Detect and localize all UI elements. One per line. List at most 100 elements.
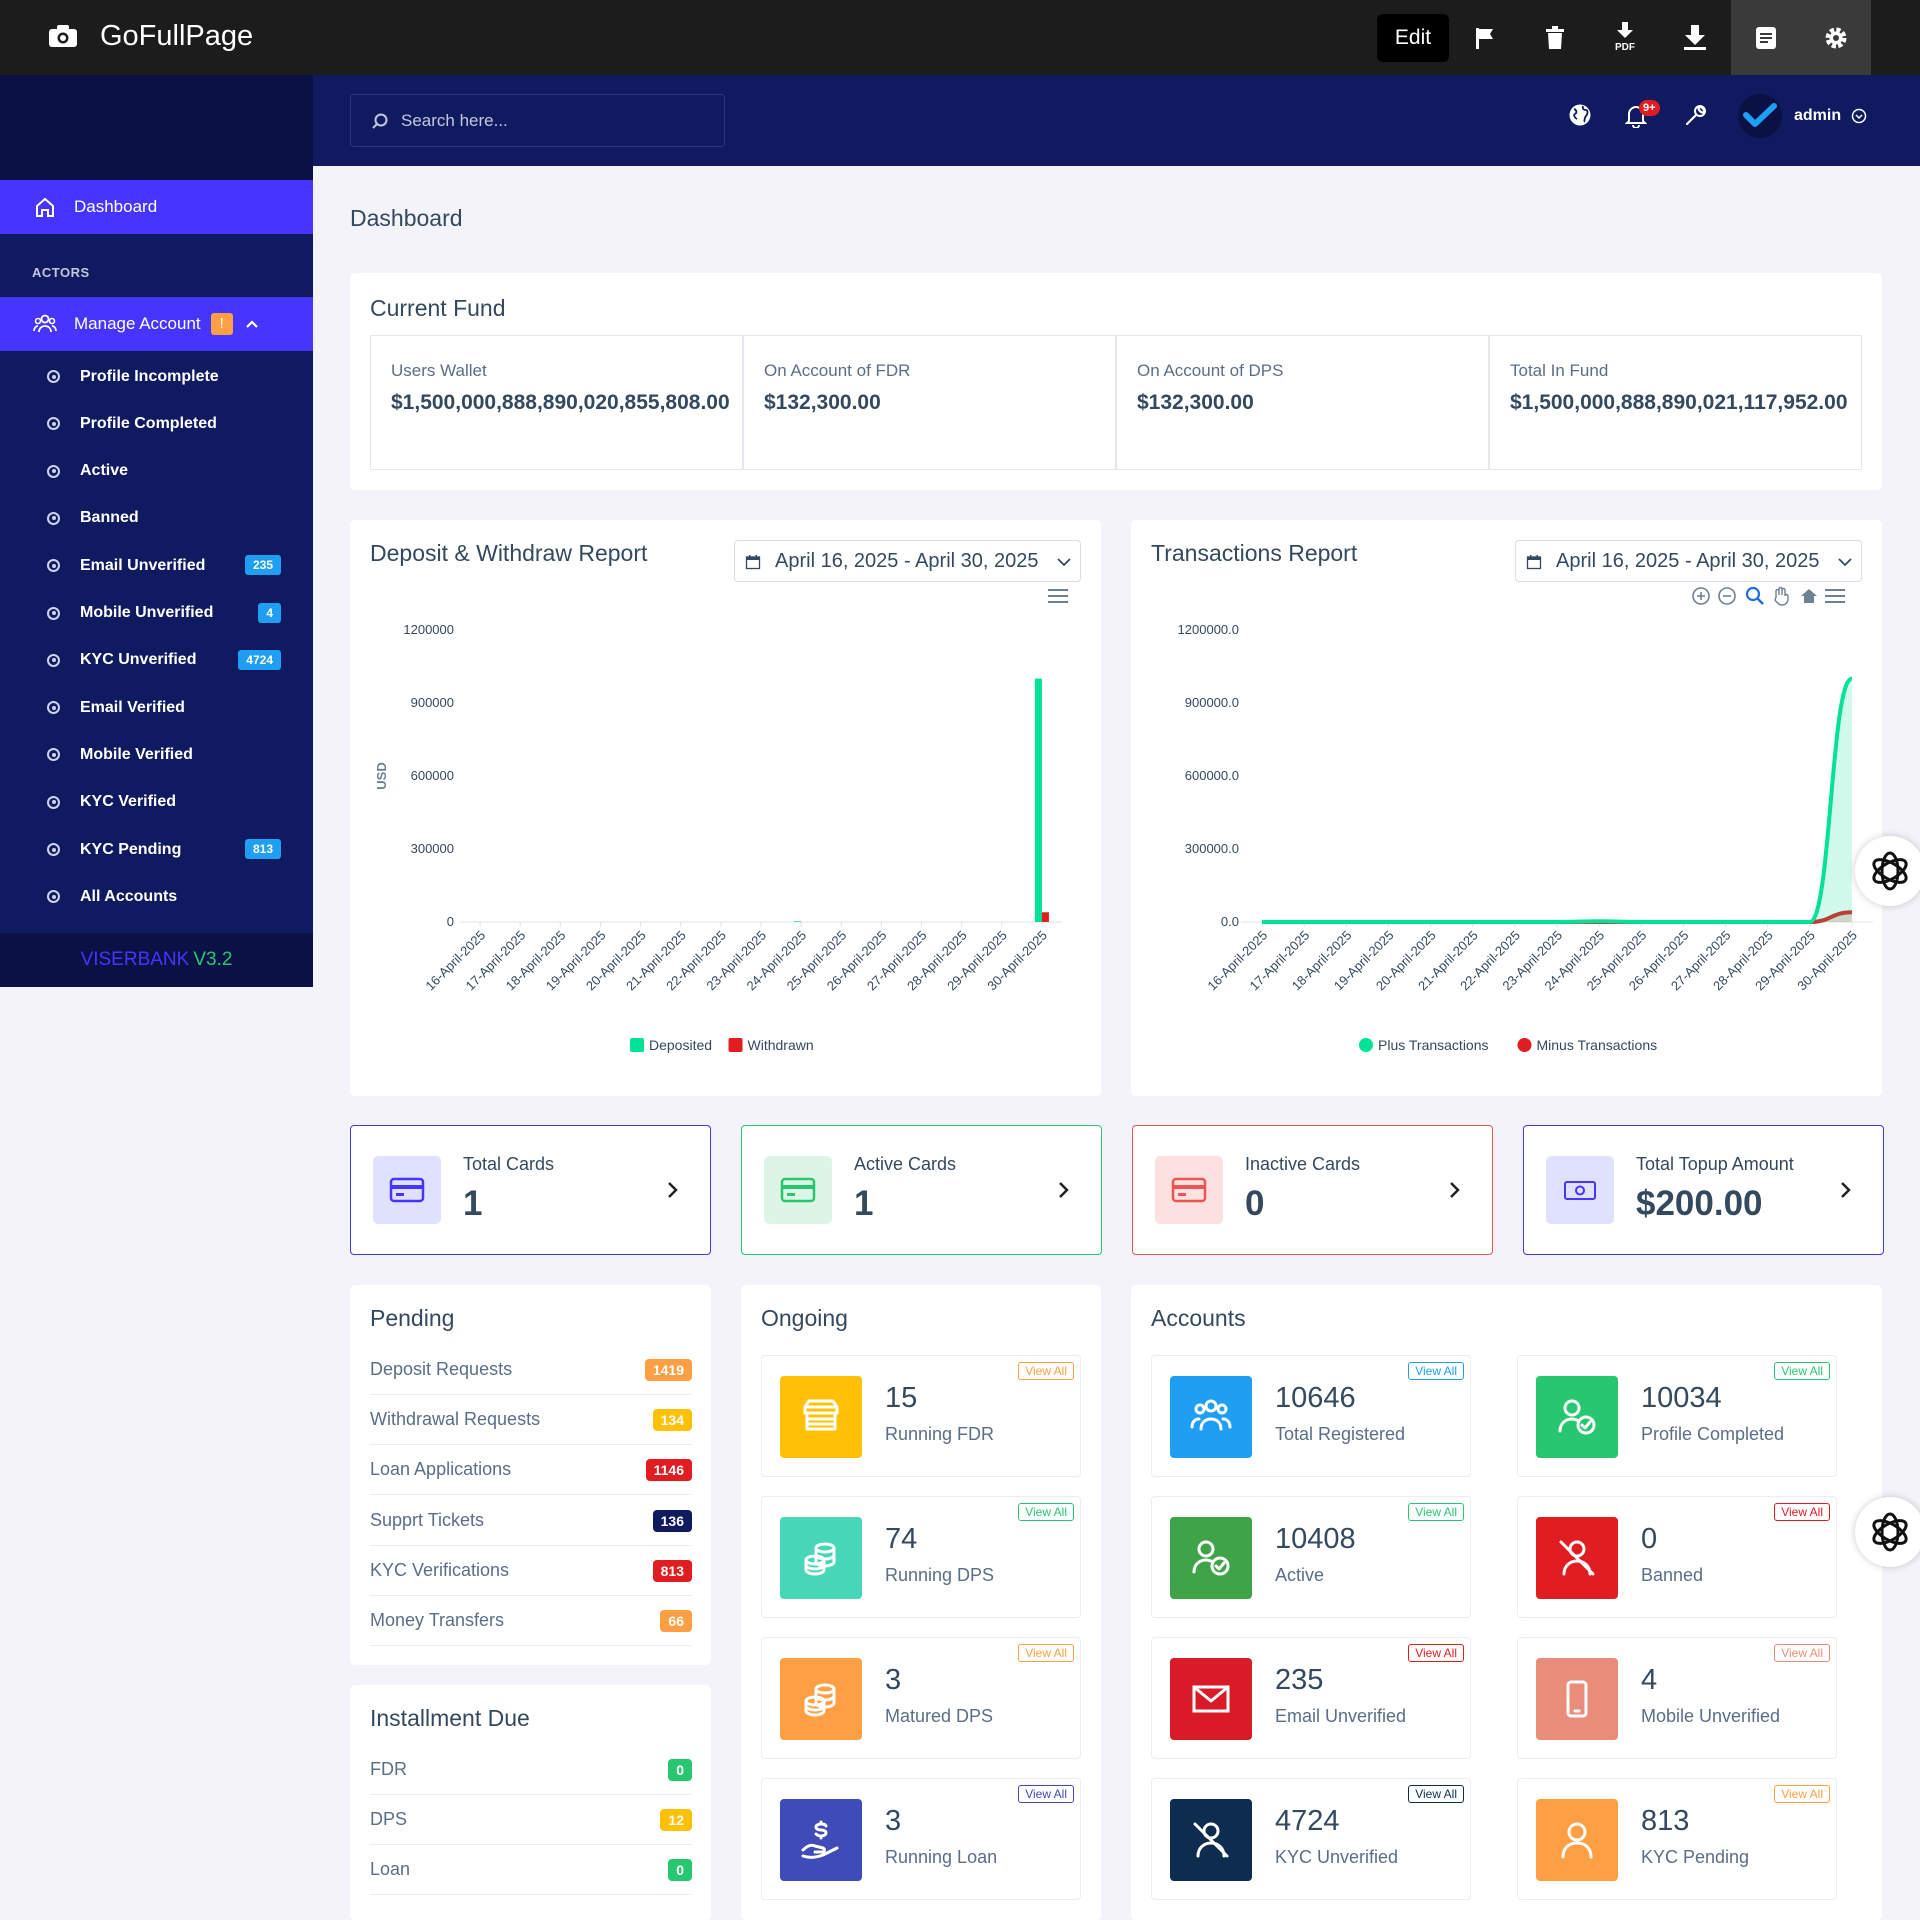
widget-kyc-pending[interactable]: 813 KYC Pending View All bbox=[1517, 1778, 1837, 1900]
assistant-float-button-2[interactable] bbox=[1855, 1497, 1920, 1567]
notification-button[interactable]: 9+ bbox=[1623, 100, 1660, 132]
sidebar-subitem-mobile-unverified[interactable]: Mobile Unverified 4 bbox=[0, 590, 313, 637]
stat-card-active-cards[interactable]: Active Cards 1 bbox=[741, 1125, 1102, 1255]
view-all-button[interactable]: View All bbox=[1018, 1644, 1074, 1662]
chart-menu-icon[interactable] bbox=[1048, 588, 1070, 604]
view-all-button[interactable]: View All bbox=[1018, 1785, 1074, 1803]
widget-running-dps[interactable]: 74 Running DPS View All bbox=[761, 1496, 1081, 1618]
view-all-button[interactable]: View All bbox=[1774, 1785, 1830, 1803]
widget-icon-box bbox=[780, 1658, 862, 1740]
edit-button[interactable]: Edit bbox=[1377, 14, 1449, 62]
sidebar-subitem-kyc-pending[interactable]: KYC Pending 813 bbox=[0, 826, 313, 873]
widget-active[interactable]: 10408 Active View All bbox=[1151, 1496, 1471, 1618]
page-title: Dashboard bbox=[350, 205, 463, 231]
sidebar-subitem-active[interactable]: Active bbox=[0, 448, 313, 495]
sidebar-subitem-label: Mobile Unverified bbox=[80, 604, 214, 621]
flag-button[interactable] bbox=[1450, 0, 1520, 75]
list-item[interactable]: FDR 0 bbox=[370, 1745, 692, 1795]
bar-deposited[interactable] bbox=[794, 921, 802, 922]
stat-card-inactive-cards[interactable]: Inactive Cards 0 bbox=[1132, 1125, 1493, 1255]
zoom-out-icon[interactable] bbox=[1717, 586, 1737, 606]
settings-button[interactable] bbox=[1801, 0, 1871, 75]
globe-icon[interactable] bbox=[1568, 103, 1592, 127]
list-item[interactable]: KYC Verifications 813 bbox=[370, 1546, 692, 1596]
widget-matured-dps[interactable]: 3 Matured DPS View All bbox=[761, 1637, 1081, 1759]
list-item[interactable]: Deposit Requests 1419 bbox=[370, 1345, 692, 1395]
sidebar-subitem-all-accounts[interactable]: All Accounts bbox=[0, 873, 313, 920]
widget-banned[interactable]: 0 Banned View All bbox=[1517, 1496, 1837, 1618]
sidebar-item-dashboard[interactable]: Dashboard bbox=[0, 180, 313, 234]
stat-card-total-topup-amount[interactable]: Total Topup Amount $200.00 bbox=[1523, 1125, 1884, 1255]
notes-button[interactable] bbox=[1731, 0, 1801, 75]
camera-icon bbox=[49, 25, 77, 47]
card-title: Transactions Report bbox=[1151, 540, 1358, 566]
sidebar-subitem-profile-incomplete[interactable]: Profile Incomplete bbox=[0, 353, 313, 400]
search-input[interactable]: Search here... bbox=[350, 94, 725, 147]
sidebar-subitem-email-unverified[interactable]: Email Unverified 235 bbox=[0, 542, 313, 589]
view-all-button[interactable]: View All bbox=[1774, 1503, 1830, 1521]
legend-marker bbox=[728, 1038, 743, 1052]
zoom-in-icon[interactable] bbox=[1691, 586, 1711, 606]
stat-card-total-cards[interactable]: Total Cards 1 bbox=[350, 1125, 711, 1255]
widget-kyc-unverified[interactable]: 4724 KYC Unverified View All bbox=[1151, 1778, 1471, 1900]
widget-running-loan[interactable]: 3 Running Loan View All bbox=[761, 1778, 1081, 1900]
bar-withdrawn[interactable] bbox=[1041, 912, 1049, 922]
hand-dollar-icon bbox=[801, 1820, 839, 1859]
list-item[interactable]: DPS 12 bbox=[370, 1795, 692, 1846]
view-all-button[interactable]: View All bbox=[1774, 1362, 1830, 1380]
download-pdf-button[interactable]: PDF bbox=[1590, 0, 1660, 75]
legend-label[interactable]: Deposited bbox=[649, 1037, 712, 1053]
view-all-button[interactable]: View All bbox=[1018, 1503, 1074, 1521]
home-reset-icon[interactable] bbox=[1799, 586, 1819, 606]
widget-profile-completed[interactable]: 10034 Profile Completed View All bbox=[1517, 1355, 1837, 1477]
list-item[interactable]: Withdrawal Requests 134 bbox=[370, 1395, 692, 1446]
sidebar-subitem-mobile-verified[interactable]: Mobile Verified bbox=[0, 731, 313, 778]
card-title: Pending bbox=[370, 1305, 455, 1331]
list-item[interactable]: Money Transfers 66 bbox=[370, 1596, 692, 1646]
legend-label[interactable]: Withdrawn bbox=[748, 1037, 814, 1053]
widget-email-unverified[interactable]: 235 Email Unverified View All bbox=[1151, 1637, 1471, 1759]
version-number: V3.2 bbox=[193, 949, 233, 970]
delete-button[interactable] bbox=[1520, 0, 1590, 75]
legend-label[interactable]: Plus Transactions bbox=[1378, 1037, 1489, 1053]
bar-deposited[interactable] bbox=[1034, 678, 1042, 922]
widget-label: KYC Pending bbox=[1641, 1847, 1750, 1867]
chart-menu-icon[interactable] bbox=[1825, 588, 1847, 604]
view-all-button[interactable]: View All bbox=[1018, 1362, 1074, 1380]
hand-pan-icon[interactable] bbox=[1771, 586, 1791, 606]
download-button[interactable] bbox=[1660, 0, 1730, 75]
sidebar-subitem-profile-completed[interactable]: Profile Completed bbox=[0, 400, 313, 447]
flag-icon bbox=[1476, 27, 1493, 49]
assistant-float-button[interactable] bbox=[1855, 836, 1920, 906]
widget-mobile-unverified[interactable]: 4 Mobile Unverified View All bbox=[1517, 1637, 1837, 1759]
legend-label[interactable]: Minus Transactions bbox=[1537, 1037, 1658, 1053]
view-all-button[interactable]: View All bbox=[1408, 1644, 1464, 1662]
view-all-button[interactable]: View All bbox=[1408, 1785, 1464, 1803]
magnifier-icon[interactable] bbox=[1745, 586, 1765, 606]
sidebar-subitem-label: Email Unverified bbox=[80, 556, 206, 574]
view-all-button[interactable]: View All bbox=[1408, 1362, 1464, 1380]
sidebar-subitem-kyc-unverified[interactable]: KYC Unverified 4724 bbox=[0, 637, 313, 684]
view-all-button[interactable]: View All bbox=[1774, 1644, 1830, 1662]
widget-label: Active bbox=[1275, 1565, 1325, 1585]
line-plus-transactions[interactable] bbox=[1262, 676, 1854, 924]
user-menu[interactable]: admin bbox=[1738, 93, 1888, 139]
list-item[interactable]: Loan Applications 1146 bbox=[370, 1445, 692, 1496]
sidebar-subitem-banned[interactable]: Banned bbox=[0, 495, 313, 542]
fund-value: $132,300.00 bbox=[1137, 391, 1254, 414]
sidebar-subitem-kyc-verified[interactable]: KYC Verified bbox=[0, 779, 313, 826]
count-badge: 1419 bbox=[644, 1359, 692, 1381]
sidebar-subitem-email-verified[interactable]: Email Verified bbox=[0, 684, 313, 731]
widget-total-registered[interactable]: 10646 Total Registered View All bbox=[1151, 1355, 1471, 1477]
view-all-button[interactable]: View All bbox=[1408, 1503, 1464, 1521]
fund-label: On Account of DPS bbox=[1137, 361, 1284, 380]
user-check-icon bbox=[1192, 1540, 1230, 1576]
list-item[interactable]: Loan 0 bbox=[370, 1845, 692, 1896]
wrench-icon[interactable] bbox=[1684, 103, 1708, 127]
sidebar-item-manage-account[interactable]: Manage Account ! bbox=[0, 297, 313, 351]
widget-running-fdr[interactable]: 15 Running FDR View All bbox=[761, 1355, 1081, 1477]
date-range-picker[interactable]: April 16, 2025 - April 30, 2025 bbox=[734, 540, 1081, 582]
list-item[interactable]: Supprt Tickets 136 bbox=[370, 1496, 692, 1546]
date-range-picker[interactable]: April 16, 2025 - April 30, 2025 bbox=[1515, 540, 1862, 582]
y-tick-label: 900000 bbox=[411, 695, 454, 710]
